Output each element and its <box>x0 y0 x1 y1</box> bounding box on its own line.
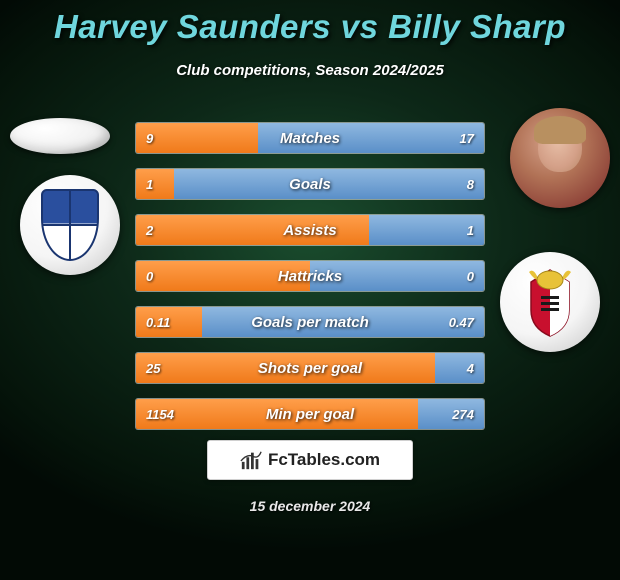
stat-value-right: 17 <box>450 123 484 153</box>
stat-value-left: 9 <box>136 123 163 153</box>
stat-value-left: 0.11 <box>136 307 180 337</box>
stat-fill-right <box>174 169 484 199</box>
stat-row: 18Goals <box>135 168 485 200</box>
bar-chart-icon <box>240 449 262 471</box>
shield-icon <box>41 189 99 261</box>
brand-badge: FcTables.com <box>207 440 413 480</box>
stat-fill-left <box>136 215 369 245</box>
stat-row: 917Matches <box>135 122 485 154</box>
stat-value-left: 1154 <box>136 399 184 429</box>
stats-table: 917Matches18Goals21Assists00Hattricks0.1… <box>135 122 485 444</box>
stat-row: 0.110.47Goals per match <box>135 306 485 338</box>
stat-value-right: 0.47 <box>439 307 484 337</box>
player-right-avatar <box>510 108 610 208</box>
player-left-club-crest <box>20 175 120 275</box>
page-title: Harvey Saunders vs Billy Sharp <box>0 8 620 46</box>
comparison-infographic: Harvey Saunders vs Billy Sharp Club comp… <box>0 0 620 580</box>
stat-value-left: 2 <box>136 215 163 245</box>
player-right-club-crest <box>500 252 600 352</box>
viking-crest-icon <box>519 266 581 338</box>
player-left-avatar-placeholder <box>10 118 110 154</box>
stat-value-right: 8 <box>457 169 484 199</box>
stat-value-right: 0 <box>457 261 484 291</box>
stat-value-left: 1 <box>136 169 163 199</box>
stat-fill-left <box>136 353 435 383</box>
stat-value-right: 274 <box>442 399 484 429</box>
stat-row: 254Shots per goal <box>135 352 485 384</box>
stat-value-right: 1 <box>457 215 484 245</box>
stat-row: 1154274Min per goal <box>135 398 485 430</box>
page-subtitle: Club competitions, Season 2024/2025 <box>0 62 620 79</box>
stat-row: 21Assists <box>135 214 485 246</box>
stat-value-left: 25 <box>136 353 170 383</box>
infographic-date: 15 december 2024 <box>0 498 620 514</box>
stat-value-left: 0 <box>136 261 163 291</box>
stat-row: 00Hattricks <box>135 260 485 292</box>
stat-value-right: 4 <box>457 353 484 383</box>
brand-text: FcTables.com <box>268 450 380 470</box>
